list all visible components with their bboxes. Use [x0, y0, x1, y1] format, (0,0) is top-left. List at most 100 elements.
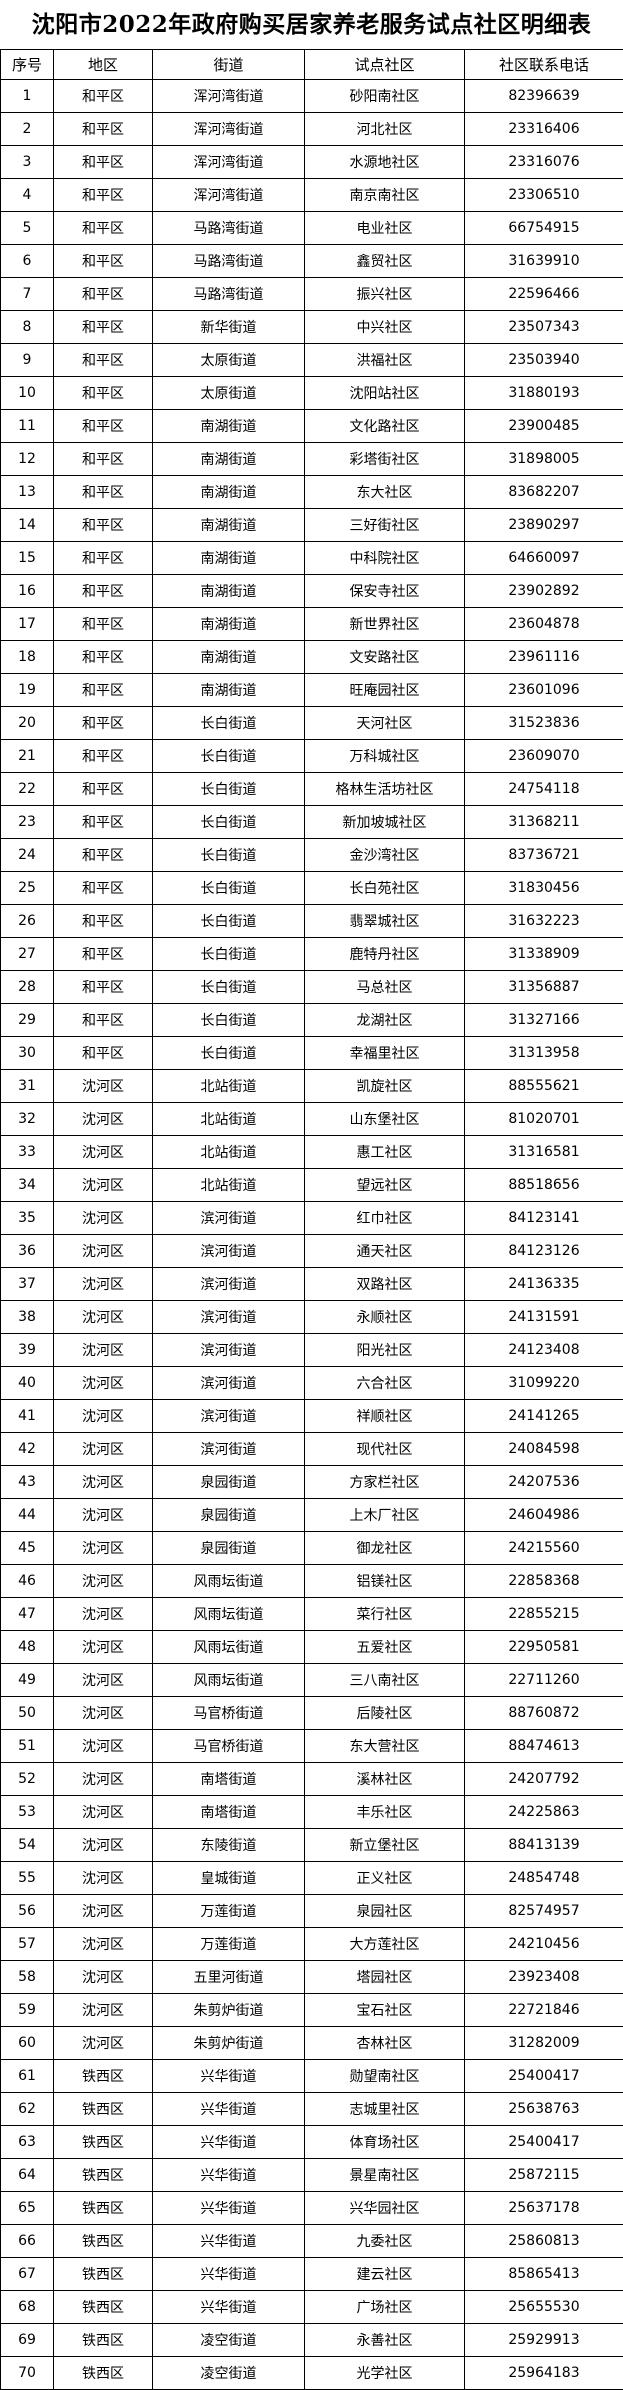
table-cell: 滨河街道: [153, 1433, 305, 1466]
table-cell: 沈河区: [54, 1433, 153, 1466]
table-cell: 丰乐社区: [305, 1796, 465, 1829]
column-header: 社区联系电话: [465, 50, 623, 80]
table-cell: 志城里社区: [305, 2093, 465, 2126]
table-cell: 22855215: [465, 1598, 623, 1631]
table-cell: 沈河区: [54, 1202, 153, 1235]
table-cell: 洪福社区: [305, 344, 465, 377]
table-cell: 51: [1, 1730, 54, 1763]
table-cell: 68: [1, 2291, 54, 2324]
table-cell: 滨河街道: [153, 1268, 305, 1301]
table-cell: 和平区: [54, 905, 153, 938]
table-cell: 84123141: [465, 1202, 623, 1235]
table-cell: 88518656: [465, 1169, 623, 1202]
table-cell: 天河社区: [305, 707, 465, 740]
table-cell: 30: [1, 1037, 54, 1070]
table-cell: 万科城社区: [305, 740, 465, 773]
table-cell: 31632223: [465, 905, 623, 938]
table-cell: 长白街道: [153, 1037, 305, 1070]
table-cell: 88413139: [465, 1829, 623, 1862]
table-cell: 马官桥街道: [153, 1730, 305, 1763]
table-cell: 广场社区: [305, 2291, 465, 2324]
table-cell: 和平区: [54, 641, 153, 674]
table-cell: 铁西区: [54, 2159, 153, 2192]
table-cell: 滨河街道: [153, 1202, 305, 1235]
table-cell: 朱剪炉街道: [153, 1994, 305, 2027]
table-cell: 和平区: [54, 707, 153, 740]
table-cell: 六合社区: [305, 1367, 465, 1400]
table-cell: 铁西区: [54, 2291, 153, 2324]
table-cell: 南湖街道: [153, 476, 305, 509]
table-cell: 25638763: [465, 2093, 623, 2126]
table-cell: 35: [1, 1202, 54, 1235]
table-cell: 27: [1, 938, 54, 971]
table-cell: 太原街道: [153, 377, 305, 410]
table-cell: 22858368: [465, 1565, 623, 1598]
table-cell: 和平区: [54, 146, 153, 179]
table-cell: 24141265: [465, 1400, 623, 1433]
table-cell: 沈阳站社区: [305, 377, 465, 410]
table-cell: 兴华街道: [153, 2291, 305, 2324]
table-cell: 34: [1, 1169, 54, 1202]
table-cell: 61: [1, 2060, 54, 2093]
table-cell: 铁西区: [54, 2192, 153, 2225]
table-cell: 彩塔街社区: [305, 443, 465, 476]
table-cell: 金沙湾社区: [305, 839, 465, 872]
table-cell: 北站街道: [153, 1070, 305, 1103]
table-cell: 25860813: [465, 2225, 623, 2258]
table-cell: 70: [1, 2357, 54, 2390]
table-cell: 和平区: [54, 278, 153, 311]
table-cell: 河北社区: [305, 113, 465, 146]
table-cell: 52: [1, 1763, 54, 1796]
table-cell: 铁西区: [54, 2258, 153, 2291]
table-cell: 鹿特丹社区: [305, 938, 465, 971]
table-cell: 54: [1, 1829, 54, 1862]
table-cell: 长白街道: [153, 872, 305, 905]
table-cell: 82574957: [465, 1895, 623, 1928]
table-cell: 格林生活坊社区: [305, 773, 465, 806]
table-cell: 和平区: [54, 806, 153, 839]
table-cell: 杏林社区: [305, 2027, 465, 2060]
table-cell: 和平区: [54, 113, 153, 146]
table-cell: 24084598: [465, 1433, 623, 1466]
table-cell: 滨河街道: [153, 1235, 305, 1268]
table-cell: 24754118: [465, 773, 623, 806]
table-cell: 和平区: [54, 1037, 153, 1070]
table-cell: 46: [1, 1565, 54, 1598]
table-cell: 阳光社区: [305, 1334, 465, 1367]
table-cell: 塔园社区: [305, 1961, 465, 1994]
table-cell: 马路湾街道: [153, 212, 305, 245]
table-cell: 兴华街道: [153, 2060, 305, 2093]
table-cell: 31523836: [465, 707, 623, 740]
table-cell: 25400417: [465, 2126, 623, 2159]
table-cell: 凌空街道: [153, 2357, 305, 2390]
column-header: 序号: [1, 50, 54, 80]
table-cell: 上木厂社区: [305, 1499, 465, 1532]
table-cell: 皇城街道: [153, 1862, 305, 1895]
table-cell: 和平区: [54, 245, 153, 278]
table-cell: 和平区: [54, 509, 153, 542]
table-cell: 北站街道: [153, 1136, 305, 1169]
table-cell: 南湖街道: [153, 641, 305, 674]
table-cell: 东陵街道: [153, 1829, 305, 1862]
table-cell: 长白街道: [153, 971, 305, 1004]
